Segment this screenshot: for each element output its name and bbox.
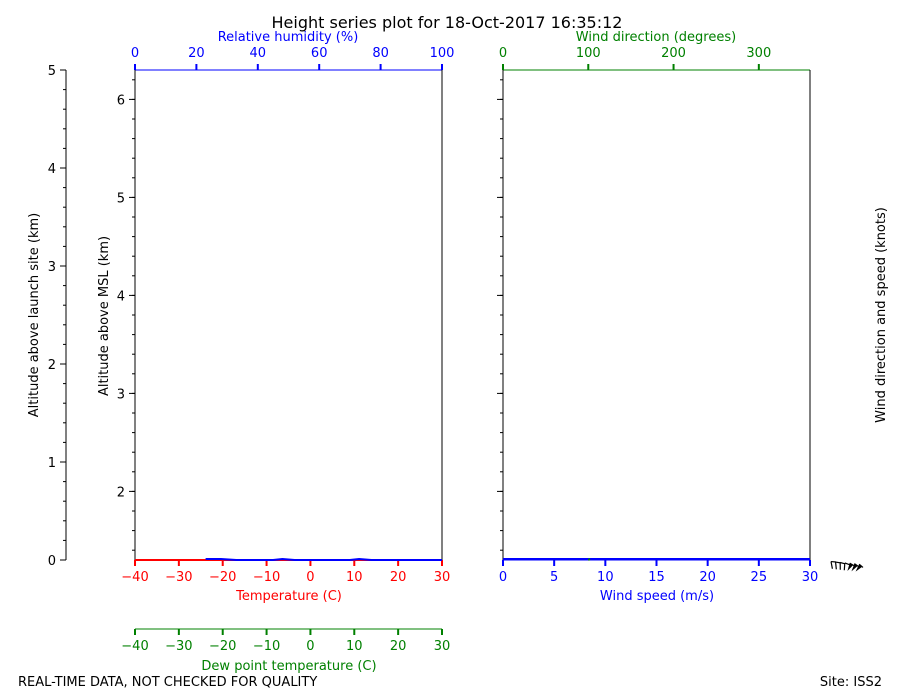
- wind-barbs-axis-label: Wind direction and speed (knots): [874, 207, 889, 423]
- msl-altitude-tick-label: 5: [117, 191, 125, 206]
- msl-altitude-tick-label: 3: [117, 387, 125, 402]
- temperature-tick-label: −20: [209, 570, 236, 585]
- dewpoint-tick-label: −10: [253, 639, 280, 654]
- wind-barb-flag: [830, 561, 833, 569]
- wind-speed-axis-label: Wind speed (m/s): [600, 589, 714, 604]
- outer-altitude-tick-label: 1: [48, 456, 56, 471]
- temperature-tick-label: −40: [121, 570, 148, 585]
- wind-barb: [834, 561, 841, 570]
- dewpoint-tick-label: −20: [209, 639, 236, 654]
- dewpoint-tick-label: −40: [121, 639, 148, 654]
- humidity-tick-label: 60: [311, 46, 328, 61]
- wind-barb: [830, 560, 837, 569]
- wind-barb-flag: [834, 561, 837, 570]
- wind-speed-tick-label: 20: [699, 570, 716, 585]
- temperature-tick-label: 10: [346, 570, 363, 585]
- wind-direction-tick-label: 0: [499, 46, 507, 61]
- wind-direction-tick-label: 200: [661, 46, 686, 61]
- outer-altitude-tick-label: 3: [48, 260, 56, 275]
- wind-barb-pennant: [851, 563, 858, 572]
- wind-direction-tick-label: 300: [746, 46, 771, 61]
- msl-altitude-tick-label: 4: [117, 289, 125, 304]
- msl-altitude-tick-label: 6: [117, 93, 125, 108]
- humidity-tick-label: 40: [250, 46, 267, 61]
- temperature-tick-label: −10: [253, 570, 280, 585]
- wind-barb-flag: [843, 562, 846, 571]
- wind-speed-tick-label: 0: [499, 570, 507, 585]
- humidity-tick-label: 100: [430, 46, 455, 61]
- dewpoint-axis-label: Dew point temperature (C): [201, 659, 376, 674]
- humidity-tick-label: 80: [372, 46, 389, 61]
- wind-direction-tick-label: 100: [576, 46, 601, 61]
- wind-barbs: [830, 560, 864, 572]
- outer-altitude-tick-label: 4: [48, 162, 56, 177]
- wind-speed-tick-label: 10: [597, 570, 614, 585]
- dewpoint-tick-label: −30: [165, 639, 192, 654]
- outer-altitude-tick-label: 5: [48, 64, 56, 79]
- wind-barb-staff: [844, 562, 850, 566]
- chart-title: Height series plot for 18-Oct-2017 16:35…: [272, 13, 623, 32]
- footer-site: Site: ISS2: [820, 675, 882, 690]
- wind-speed-tick-label: 30: [802, 570, 819, 585]
- wind-speed-tick-label: 15: [648, 570, 665, 585]
- temperature-tick-label: −30: [165, 570, 192, 585]
- dewpoint-tick-label: 0: [306, 639, 314, 654]
- msl-altitude-tick-label: 2: [117, 485, 125, 500]
- wind-speed-tick-label: 25: [751, 570, 768, 585]
- footer-quality-note: REAL-TIME DATA, NOT CHECKED FOR QUALITY: [18, 675, 317, 690]
- wind-barb: [843, 562, 850, 571]
- dewpoint-tick-label: 20: [390, 639, 407, 654]
- wind-barb-pennant: [855, 564, 863, 572]
- wind-barb-staff: [854, 563, 859, 567]
- outer-altitude-tick-label: 2: [48, 358, 56, 373]
- dewpoint-tick-label: 30: [434, 639, 451, 654]
- outer-altitude-tick-label: 0: [48, 554, 56, 569]
- temperature-tick-label: 20: [390, 570, 407, 585]
- wind-direction-axis-label: Wind direction (degrees): [576, 30, 736, 45]
- wind-barb: [847, 562, 855, 572]
- wind-barb-staff: [858, 563, 864, 568]
- outer-altitude-axis-label: Altitude above launch site (km): [27, 213, 42, 417]
- wind-barb: [855, 563, 864, 572]
- wind-barb-flag: [839, 562, 841, 570]
- left-panel: 0 1 2 3 4 5 Altitude above launch site (km) 2 3 4…: [27, 30, 454, 674]
- wind-barb-staff: [849, 562, 855, 567]
- humidity-tick-label: 0: [131, 46, 139, 61]
- temperature-axis-label: Temperature (C): [235, 589, 342, 604]
- dewpoint-tick-label: 10: [346, 639, 363, 654]
- temperature-tick-label: 0: [306, 570, 314, 585]
- humidity-series-line: [205, 557, 442, 561]
- temperature-tick-label: 30: [434, 570, 451, 585]
- wind-speed-tick-label: 5: [550, 570, 558, 585]
- msl-altitude-axis-label: Altitude above MSL (km): [97, 236, 112, 396]
- wind-barb-pennant: [847, 563, 854, 572]
- humidity-axis-label: Relative humidity (%): [218, 30, 359, 45]
- right-panel: 0 100 200 300 Wind direction (degrees) 0 5 10 15…: [497, 30, 889, 604]
- wind_direction-series-line: [587, 558, 591, 561]
- humidity-tick-label: 20: [188, 46, 205, 61]
- wind-barb: [851, 563, 859, 572]
